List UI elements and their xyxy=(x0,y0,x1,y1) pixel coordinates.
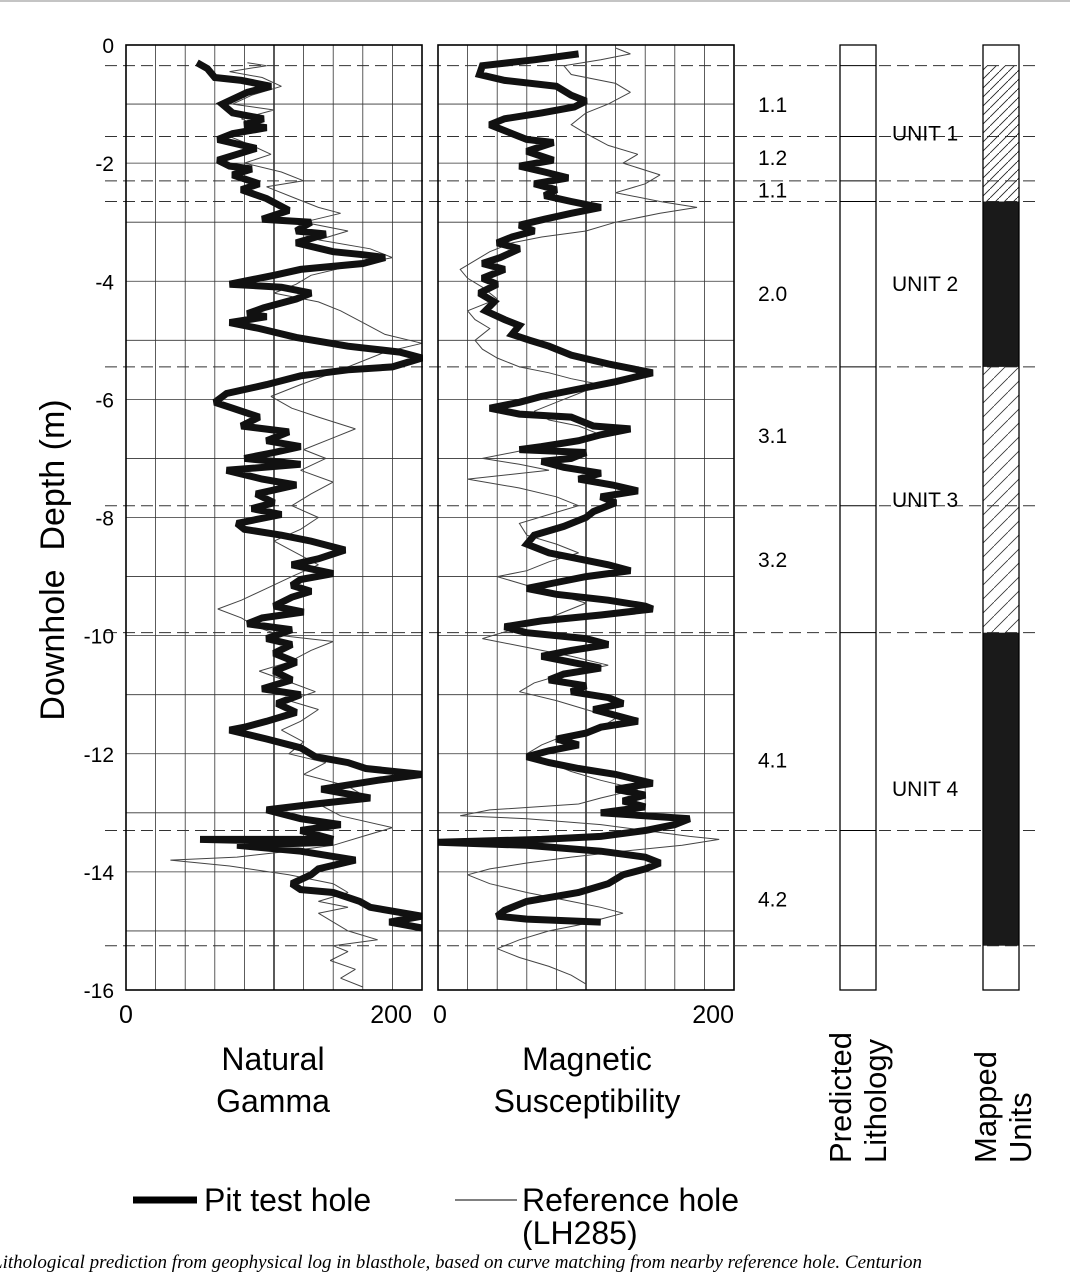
pit-test-hole-line xyxy=(437,50,691,926)
predicted-lithology-label-line2: Lithology xyxy=(858,1038,893,1163)
y-tick-label: -12 xyxy=(84,744,114,767)
y-tick-label: -10 xyxy=(84,626,114,649)
y-tick-label: -4 xyxy=(95,271,114,294)
legend-thick-label: Pit test hole xyxy=(204,1182,371,1218)
y-tick-label: 0 xyxy=(102,35,114,58)
natural-gamma-plot xyxy=(170,59,424,988)
magnetic-susceptibility-label-line1: Magnetic xyxy=(522,1041,652,1077)
natural-gamma-label-line2: Gamma xyxy=(216,1083,330,1119)
natural-gamma-frame xyxy=(125,44,423,991)
x-tick-label: 0 xyxy=(119,1001,133,1029)
y-tick-label: -16 xyxy=(84,980,114,1003)
depth-tick-labels: 0 -2 -4 -6 -8 -10 -12 -14 -16 xyxy=(84,35,115,1003)
pit-test-hole-line xyxy=(195,59,424,932)
y-axis-label: Downhole Depth (m) xyxy=(34,399,72,720)
geophysical-log-figure: 0 -2 -4 -6 -8 -10 -12 -14 -16 0 200 0 200 Natura… xyxy=(0,0,1070,1250)
unit-label: UNIT 3 xyxy=(892,489,958,512)
magnetic-susceptibility-frame xyxy=(437,44,735,991)
subunit-label: 3.1 xyxy=(758,425,787,448)
unit-label: UNIT 4 xyxy=(892,778,958,801)
mapped-units-label-line2: Units xyxy=(1003,1092,1038,1163)
y-tick-label: -6 xyxy=(95,389,114,412)
natural-gamma-label-line1: Natural xyxy=(221,1041,324,1077)
magnetic-susceptibility-label-line2: Susceptibility xyxy=(494,1083,681,1119)
subunit-label: 2.0 xyxy=(758,283,787,306)
mapped-unit-block xyxy=(983,201,1019,367)
mapped-unit-block xyxy=(983,366,1019,633)
y-tick-label: -14 xyxy=(84,862,115,885)
unit-label: UNIT 1 xyxy=(892,123,958,146)
subunit-labels: 1.1 1.2 1.1 2.0 3.1 3.2 4.1 4.2 xyxy=(758,94,787,911)
y-tick-label: -8 xyxy=(95,508,114,531)
mapped-unit-block xyxy=(983,632,1019,946)
y-tick-label: -2 xyxy=(95,153,114,176)
reference-hole-line xyxy=(170,62,423,988)
x-tick-label: 200 xyxy=(370,1001,412,1029)
mapped-units-column xyxy=(983,65,1019,946)
figure-caption: Lithological prediction from geophysical… xyxy=(0,1252,922,1273)
predicted-lithology-boundaries xyxy=(840,65,876,947)
predicted-lithology-column xyxy=(839,44,877,991)
x-tick-label: 0 xyxy=(433,1001,447,1029)
subunit-label: 1.1 xyxy=(758,180,787,203)
x-tick-label: 200 xyxy=(692,1001,734,1029)
predicted-lithology-label-line1: Predicted xyxy=(823,1032,858,1163)
magnetic-susceptibility-plot xyxy=(437,47,720,985)
mapped-unit-block xyxy=(983,65,1019,202)
reference-hole-line xyxy=(459,47,720,985)
mapped-units-frame xyxy=(982,44,1020,991)
mapped-units-label-line1: Mapped xyxy=(968,1051,1003,1163)
unit-labels: UNIT 1 UNIT 2 UNIT 3 UNIT 4 xyxy=(892,123,958,802)
subunit-label: 3.2 xyxy=(758,549,787,572)
subunit-label: 4.2 xyxy=(758,888,787,911)
legend-thin-label-2: (LH285) xyxy=(522,1215,638,1250)
subunit-label: 1.1 xyxy=(758,94,787,117)
subunit-label: 1.2 xyxy=(758,147,787,170)
unit-label: UNIT 2 xyxy=(892,273,958,296)
legend-thin-label: Reference hole xyxy=(522,1182,739,1218)
subunit-label: 4.1 xyxy=(758,750,787,773)
